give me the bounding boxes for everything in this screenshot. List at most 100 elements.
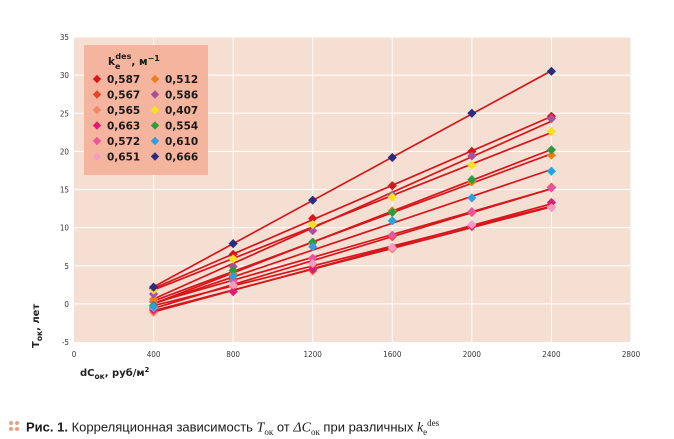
data-point (228, 239, 238, 249)
fit-lines (153, 70, 552, 313)
caption-t-sub: ок (264, 426, 274, 437)
caption-text-3: при различных (319, 419, 417, 435)
data-point (148, 302, 159, 312)
data-point (546, 183, 557, 193)
data-point (308, 195, 318, 205)
data-point (228, 254, 238, 264)
data-markers (148, 66, 557, 317)
fit-line-0,666 (153, 70, 552, 288)
y-tick-label: 10 (60, 224, 70, 233)
data-point (546, 197, 557, 208)
data-point (546, 203, 557, 213)
data-point (308, 219, 318, 230)
y-axis-title: Tок, лет (31, 304, 44, 348)
y-tick-label: 25 (60, 109, 69, 118)
caption-k-sup: des (427, 418, 440, 428)
data-point (308, 264, 318, 275)
legend-marker (150, 152, 160, 161)
x-tick-label: 2000 (463, 350, 482, 359)
data-point (228, 280, 238, 290)
x-tick-label: 2400 (542, 350, 561, 359)
data-point (467, 174, 477, 185)
data-point (228, 287, 238, 297)
fit-line-0,610 (153, 168, 552, 305)
fit-line-0,586 (153, 120, 552, 300)
data-point (387, 207, 397, 217)
legend-title: kedes, м−1 (108, 52, 160, 71)
data-point (387, 216, 397, 226)
data-point (387, 242, 397, 253)
data-point (546, 66, 557, 76)
caption-k-var: k (416, 420, 424, 436)
data-point (308, 213, 318, 224)
data-point (387, 181, 397, 191)
caption-delta-sub: ок (310, 426, 320, 437)
caption-bullet-icon (9, 421, 19, 432)
y-tick-label: 15 (60, 186, 69, 195)
data-point (228, 271, 238, 282)
legend-marker (150, 105, 160, 115)
data-point (546, 145, 557, 155)
x-tick-label: 0 (72, 350, 77, 359)
x-tick-label: 800 (226, 350, 240, 359)
data-point (467, 207, 477, 217)
x-tick-label: 400 (147, 350, 161, 359)
data-point (228, 265, 238, 275)
data-point (546, 126, 557, 137)
data-point (467, 151, 477, 161)
legend-marker (92, 121, 102, 130)
legend-label: 0,651 (107, 152, 140, 164)
y-axis-ticks: -5 0 5 10 15 20 25 30 35 (60, 33, 70, 347)
legend-label: 0,587 (107, 74, 140, 86)
data-point (546, 150, 557, 160)
legend-marker (92, 74, 102, 84)
legend-marker (92, 90, 102, 99)
legend-marker (150, 74, 160, 84)
fit-line-0,407 (153, 131, 552, 291)
legend: kedes, м−1 0,587 0,567 0,565 0,663 0,572 0,65… (84, 45, 208, 175)
legend-label: 0,565 (107, 105, 140, 117)
fit-line-0,651 (153, 205, 552, 307)
data-point (467, 108, 477, 118)
legend-label: 0,666 (165, 152, 198, 164)
legend-label: 0,610 (165, 136, 198, 148)
data-point (308, 226, 318, 236)
x-axis-title: dCок, руб/м2 (80, 366, 150, 381)
data-point (387, 192, 397, 202)
data-point (467, 219, 477, 230)
y-tick-label: 20 (60, 147, 70, 156)
y-tick-label: 0 (64, 300, 69, 309)
legend-marker (150, 136, 160, 146)
legend-marker (150, 121, 160, 130)
caption-k-sub: e (423, 426, 428, 437)
legend-marker (92, 105, 102, 115)
data-point (467, 160, 477, 170)
y-tick-label: -5 (62, 338, 69, 347)
legend-label: 0,554 (165, 121, 198, 133)
legend-label: 0,572 (107, 136, 140, 148)
legend-label: 0,567 (107, 90, 140, 102)
figure-caption: Рис. 1. Корреляционная зависимость Tок о… (8, 418, 439, 437)
fit-line-0,554 (153, 148, 552, 305)
legend-label: 0,663 (107, 121, 140, 133)
fit-line-0,587 (153, 115, 552, 290)
legend-label: 0,407 (165, 105, 198, 117)
legend-marker (92, 152, 102, 161)
caption-t-var: T (256, 420, 265, 436)
fit-line-0,663 (153, 203, 552, 313)
legend-label: 0,512 (165, 74, 198, 86)
data-point (467, 193, 477, 203)
caption-label: Рис. 1. (26, 419, 68, 435)
legend-label: 0,586 (165, 90, 198, 102)
data-point (387, 152, 397, 163)
fit-line-0,572 (153, 188, 552, 304)
caption-delta-var: ΔC (293, 420, 311, 436)
legend-marker (150, 90, 160, 99)
data-point (308, 258, 318, 269)
caption-text: Корреляционная зависимость (67, 419, 257, 435)
caption-text-2: от (273, 419, 294, 435)
x-tick-label: 1600 (383, 350, 402, 359)
data-point (387, 230, 397, 240)
x-axis-ticks: 0 400 800 1200 1600 2000 2400 2800 (72, 350, 641, 359)
data-point (308, 242, 318, 252)
